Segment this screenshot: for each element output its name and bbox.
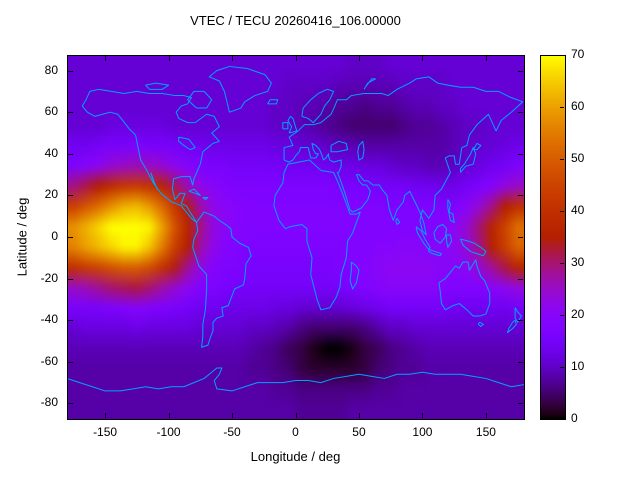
x-tick-label: 150 <box>475 425 496 439</box>
x-tick-label: 100 <box>412 425 433 439</box>
tec-heatmap-canvas <box>67 55 524 419</box>
y-tick-label: 60 <box>44 104 58 119</box>
y-tick-label: -60 <box>40 353 58 368</box>
x-tick-label: 0 <box>292 425 299 439</box>
y-tick-label: -40 <box>40 312 58 327</box>
colorbar-canvas <box>540 55 565 419</box>
colorbar-tick-label: 20 <box>571 307 585 321</box>
colorbar-tick-label: 10 <box>571 359 585 373</box>
y-tick-label: 40 <box>44 145 58 160</box>
x-tick-label: 50 <box>352 425 366 439</box>
y-tick-label: 0 <box>51 229 58 243</box>
colorbar-tick-label: 70 <box>571 47 585 61</box>
x-tick-label: -100 <box>156 425 181 439</box>
x-axis-label: Longitude / deg <box>250 449 341 464</box>
x-tick-label: -150 <box>93 425 118 439</box>
plot-title: VTEC / TECU 20260416_106.00000 <box>190 13 401 28</box>
y-tick-label: 20 <box>44 187 58 202</box>
y-tick-label: 80 <box>44 62 58 77</box>
colorbar-tick-label: 50 <box>571 151 585 165</box>
y-tick-label: -80 <box>40 395 58 410</box>
colorbar-tick-label: 60 <box>571 99 585 113</box>
y-tick-label: -20 <box>40 270 58 285</box>
colorbar-tick-label: 30 <box>571 255 585 269</box>
x-tick-label: -50 <box>223 425 241 439</box>
colorbar-tick-label: 40 <box>571 203 585 217</box>
colorbar-tick-label: 0 <box>571 411 578 425</box>
